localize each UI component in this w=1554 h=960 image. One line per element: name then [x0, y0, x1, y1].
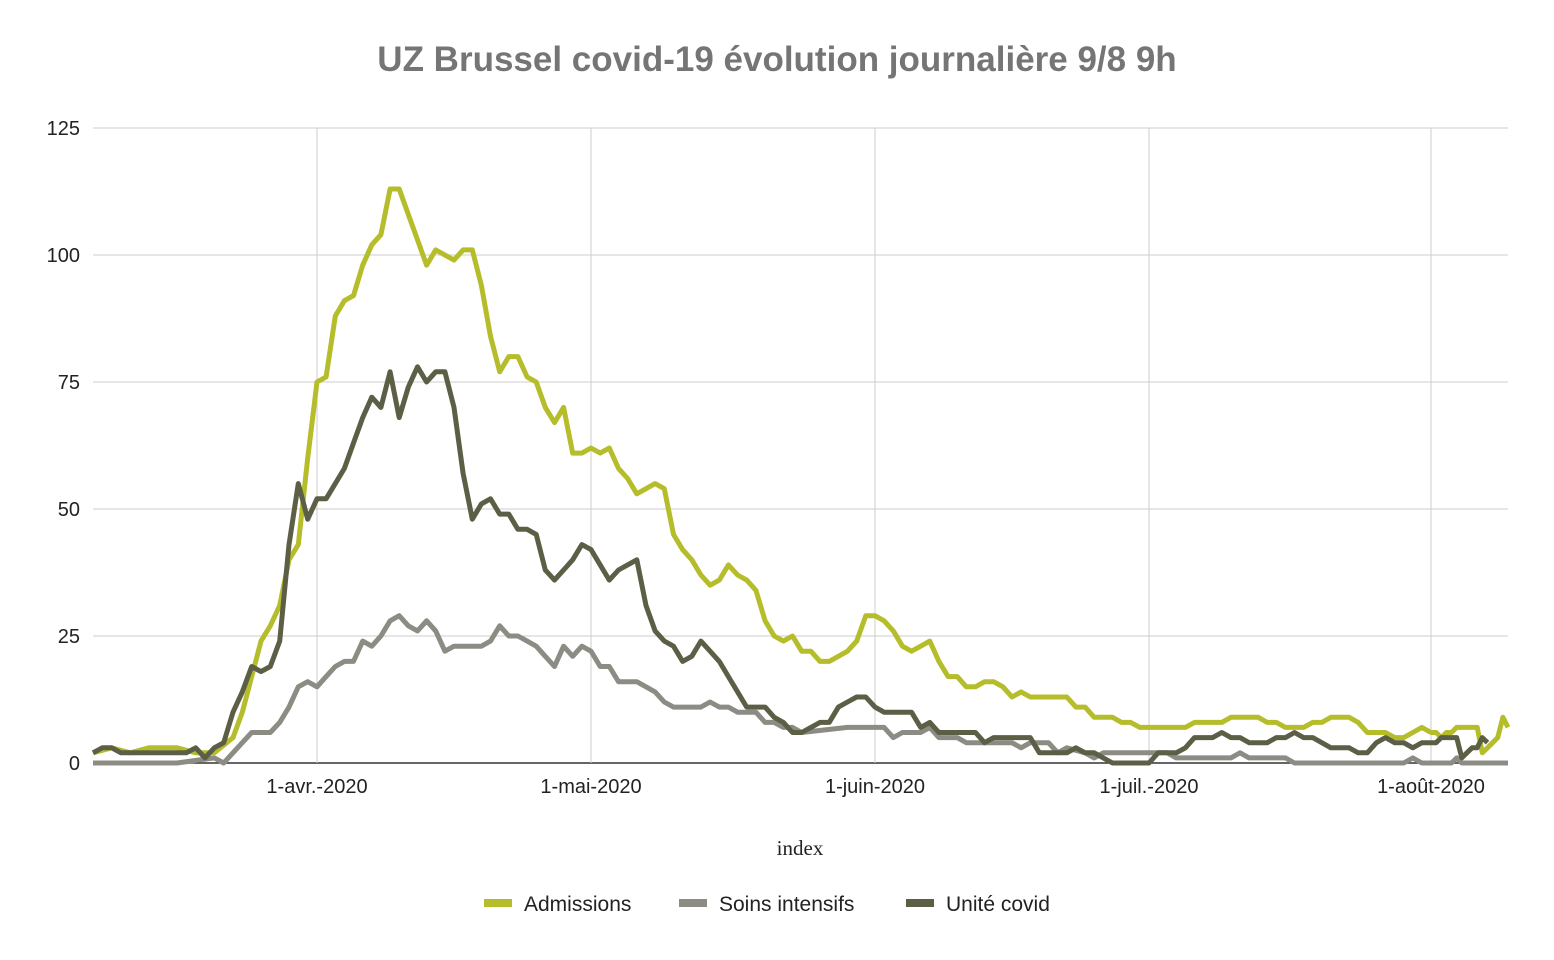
legend-swatch — [679, 899, 707, 907]
legend-label: Unité covid — [946, 893, 1050, 916]
y-tick-label: 25 — [58, 626, 80, 648]
series-lines — [91, 186, 1511, 766]
y-tick-label: 100 — [47, 245, 80, 267]
legend-swatch — [906, 899, 934, 907]
x-tick-label: 1-mai-2020 — [540, 776, 641, 798]
series-line-unit-covid — [91, 364, 1490, 766]
legend-swatch — [484, 899, 512, 907]
y-tick-label: 75 — [58, 372, 80, 394]
gridlines — [93, 127, 1508, 764]
x-tick-label: 1-juil.-2020 — [1100, 776, 1199, 798]
x-tick-label: 1-avr.-2020 — [266, 776, 367, 798]
y-tick-label: 50 — [58, 499, 80, 521]
y-tick-label: 0 — [69, 753, 80, 775]
series-line-admissions — [92, 186, 1511, 756]
axis-labels: 0 25 50 75 100 125 1-avr.-2020 1-mai-2020 1-juin… — [47, 118, 1485, 798]
series-line-soins-intensifs — [93, 613, 1508, 766]
y-tick-label: 125 — [47, 118, 80, 140]
legend-label: Soins intensifs — [719, 893, 854, 916]
x-tick-label: 1-juin-2020 — [825, 776, 925, 798]
chart-title: UZ Brussel covid-19 évolution journalièr… — [377, 40, 1177, 79]
x-tick-label: 1-août-2020 — [1377, 776, 1485, 798]
legend: Admissions Soins intensifs Unité covid — [484, 893, 1050, 916]
legend-label: Admissions — [524, 893, 631, 916]
x-axis-title: index — [777, 836, 824, 860]
